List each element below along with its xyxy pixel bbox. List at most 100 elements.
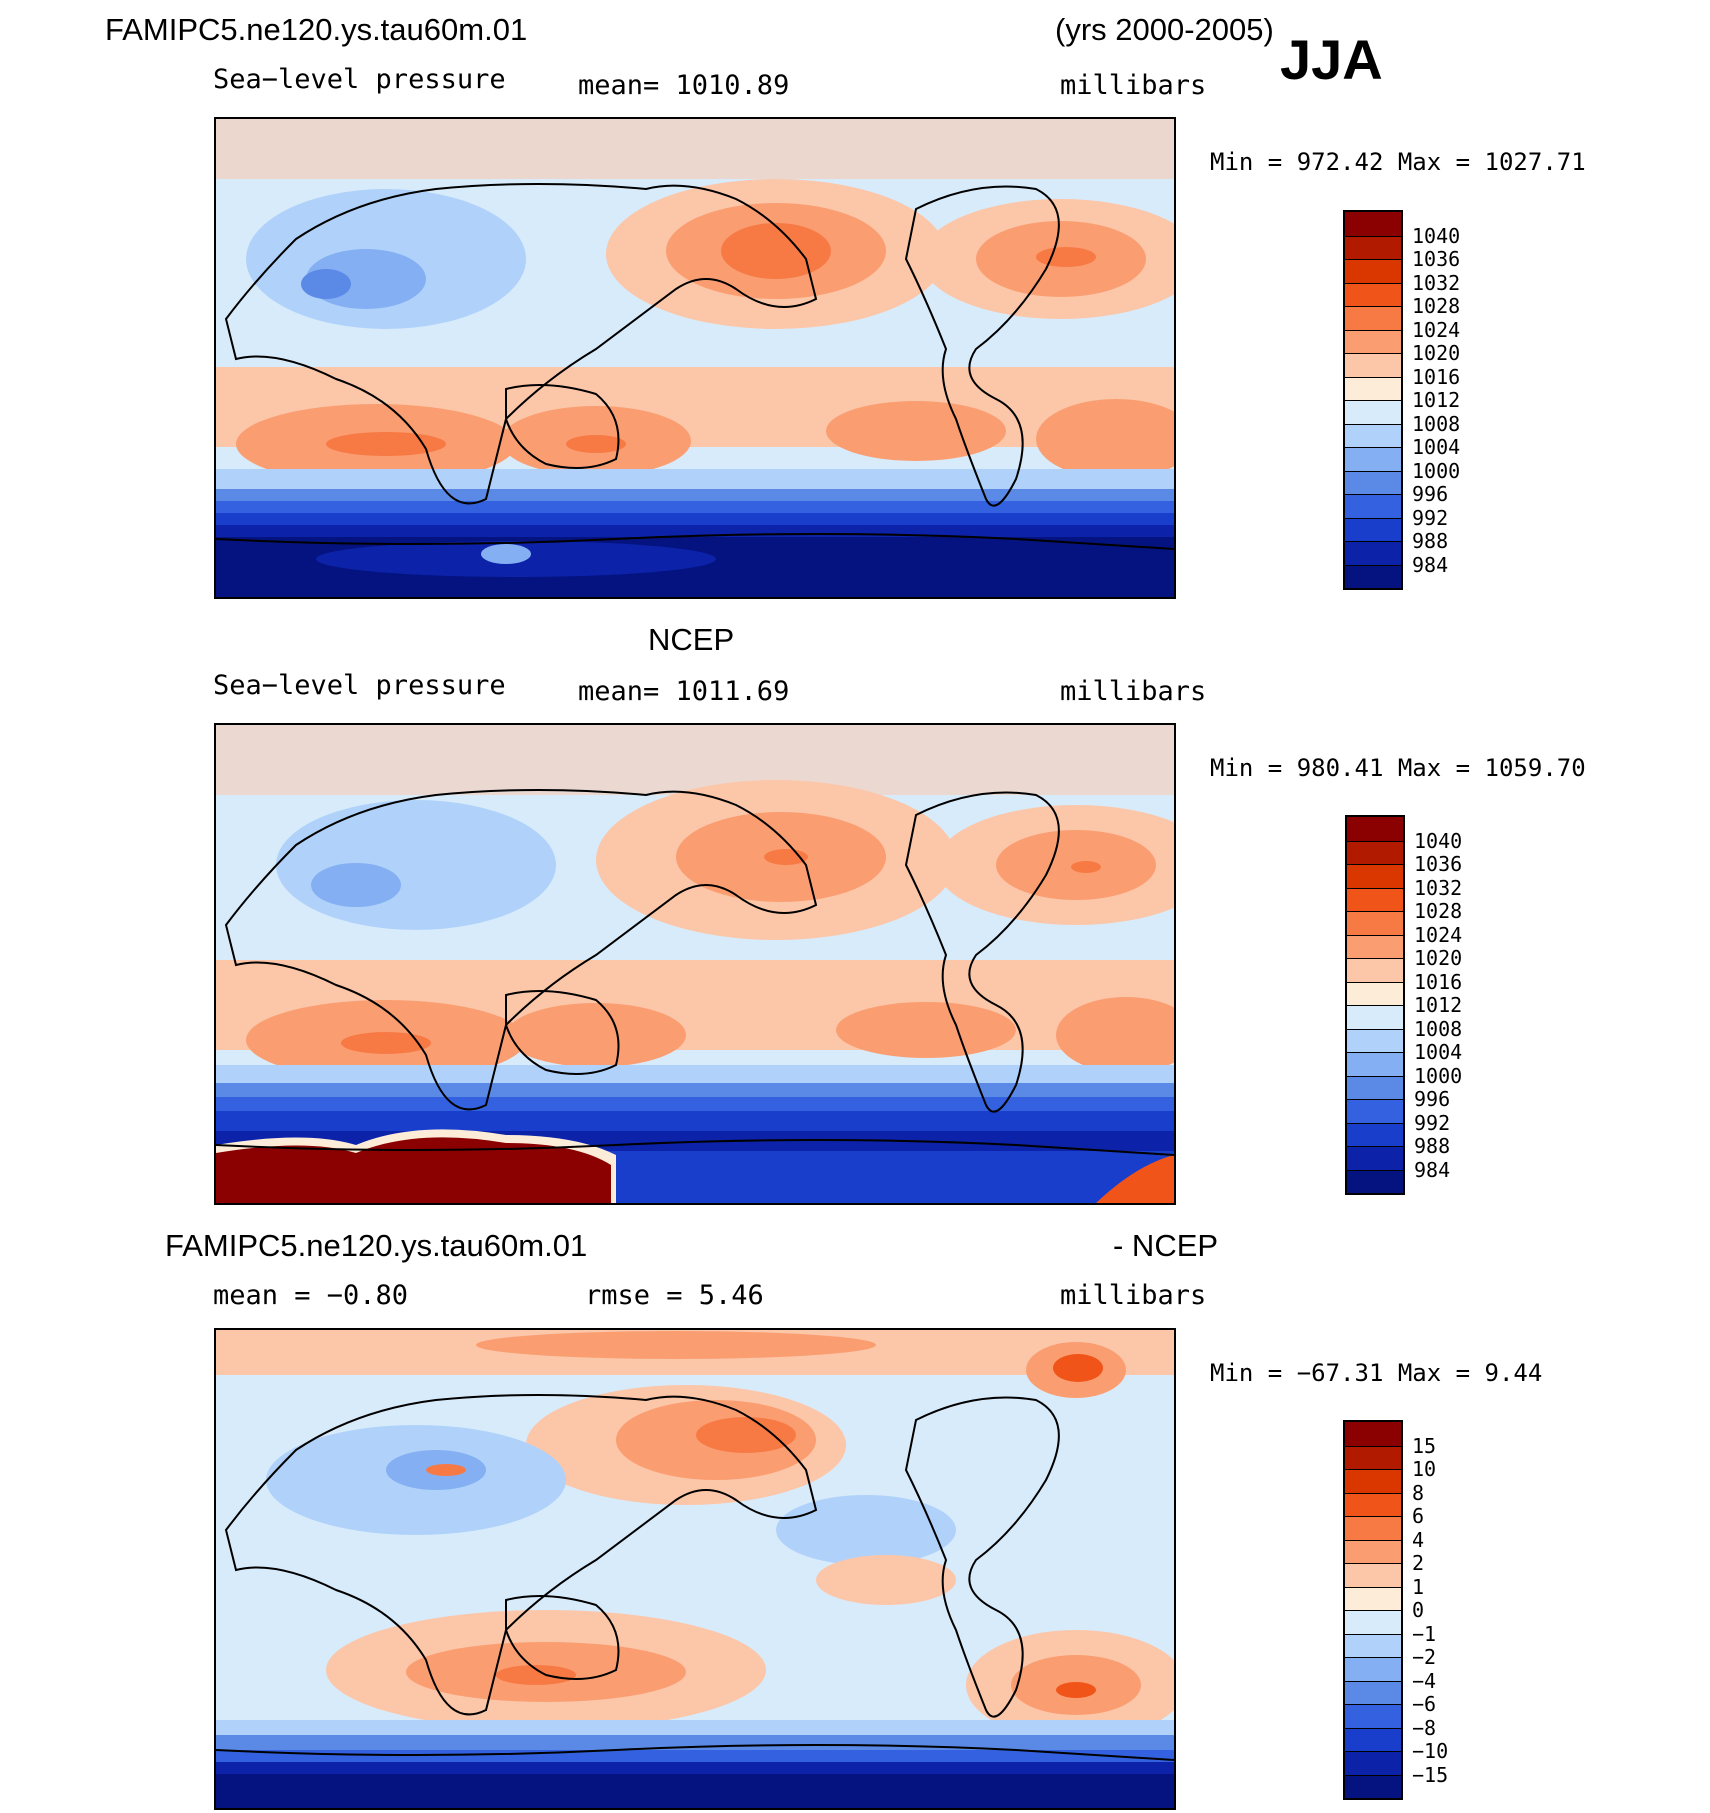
colorbar-swatch [1345, 306, 1401, 330]
colorbar-swatch [1345, 400, 1401, 424]
panel3-map [214, 1328, 1176, 1810]
colorbar-label: 1032 [1412, 270, 1461, 295]
colorbar-swatch [1347, 1028, 1403, 1052]
panel2-title: NCEP [648, 622, 735, 657]
colorbar-label: 1012 [1412, 388, 1461, 412]
panel2-variable: Sea−level pressure [213, 670, 506, 701]
colorbar-swatch [1345, 1727, 1401, 1751]
colorbar-label: −6 [1412, 1692, 1437, 1716]
colorbar-swatch [1345, 1586, 1401, 1610]
panel1-mean: mean= 1010.89 [578, 70, 790, 101]
panel3-mean: mean = −0.80 [213, 1280, 409, 1311]
colorbar-label: 1008 [1412, 411, 1461, 436]
colorbar-swatch [1347, 817, 1403, 841]
panel1-colorbar [1343, 210, 1403, 590]
colorbar-swatch [1347, 1122, 1403, 1146]
colorbar-label: 1 [1412, 1574, 1425, 1599]
colorbar-label: 1036 [1412, 247, 1461, 271]
colorbar-label: 15 [1412, 1433, 1437, 1458]
colorbar-swatch [1345, 259, 1401, 283]
panel3-colorbar [1343, 1420, 1403, 1800]
colorbar-label: −15 [1412, 1762, 1449, 1787]
colorbar-swatch [1345, 1680, 1401, 1704]
colorbar-swatch [1345, 1539, 1401, 1563]
colorbar-swatch [1345, 1492, 1401, 1516]
panel3-title-right: - NCEP [1113, 1228, 1219, 1263]
colorbar-swatch [1345, 235, 1401, 259]
colorbar-swatch [1347, 1169, 1403, 1193]
colorbar-swatch [1345, 494, 1401, 518]
colorbar-swatch [1345, 329, 1401, 353]
colorbar-swatch [1345, 1469, 1401, 1493]
colorbar-swatch [1347, 981, 1403, 1005]
colorbar-swatch [1345, 1657, 1401, 1681]
colorbar-label: 984 [1412, 552, 1449, 577]
panel3-units: millibars [1060, 1280, 1207, 1311]
colorbar-label: 996 [1412, 482, 1449, 506]
panel2-minmax: Min = 980.41 Max = 1059.70 [1210, 754, 1586, 782]
panel3-rmse: rmse = 5.46 [585, 1280, 764, 1311]
colorbar-swatch [1347, 887, 1403, 911]
colorbar-label: 1020 [1412, 341, 1461, 365]
colorbar-swatch [1345, 1774, 1401, 1798]
colorbar-swatch [1345, 376, 1401, 400]
colorbar-swatch [1345, 1751, 1401, 1775]
case-title: FAMIPC5.ne120.ys.tau60m.01 [105, 12, 528, 47]
years-label: (yrs 2000-2005) [1055, 12, 1274, 47]
colorbar-swatch [1347, 934, 1403, 958]
colorbar-label: 1028 [1412, 294, 1461, 318]
colorbar-swatch [1347, 840, 1403, 864]
panel3-minmax: Min = −67.31 Max = 9.44 [1210, 1359, 1543, 1387]
colorbar-label: 6 [1412, 1504, 1425, 1528]
colorbar-label: 1000 [1412, 458, 1461, 483]
panel2-mean: mean= 1011.69 [578, 676, 790, 707]
colorbar-label: 8 [1412, 1480, 1425, 1505]
colorbar-label: 1004 [1414, 1040, 1463, 1064]
colorbar-swatch [1347, 1052, 1403, 1076]
colorbar-label: 992 [1414, 1110, 1451, 1135]
panel2-colorbar [1345, 815, 1405, 1195]
colorbar-swatch [1345, 1704, 1401, 1728]
colorbar-swatch [1347, 1099, 1403, 1123]
colorbar-label: 1028 [1414, 899, 1463, 923]
colorbar-label: 1036 [1414, 852, 1463, 876]
colorbar-label: 0 [1412, 1598, 1425, 1622]
colorbar-swatch [1347, 911, 1403, 935]
colorbar-swatch [1345, 212, 1401, 236]
colorbar-label: 1012 [1414, 993, 1463, 1017]
colorbar-swatch [1347, 958, 1403, 982]
colorbar-label: 992 [1412, 505, 1449, 530]
colorbar-label: 1040 [1414, 828, 1463, 853]
colorbar-label: 4 [1412, 1527, 1425, 1552]
colorbar-label: −4 [1412, 1668, 1437, 1693]
colorbar-label: −10 [1412, 1739, 1449, 1763]
colorbar-label: 1016 [1412, 364, 1461, 389]
colorbar-swatch [1345, 1516, 1401, 1540]
colorbar-label: −8 [1412, 1715, 1437, 1740]
colorbar-label: 1000 [1414, 1063, 1463, 1088]
colorbar-label: 988 [1412, 529, 1449, 553]
colorbar-label: 1016 [1414, 969, 1463, 994]
colorbar-label: 1004 [1412, 435, 1461, 459]
colorbar-label: 1024 [1412, 317, 1461, 342]
colorbar-label: 1032 [1414, 875, 1463, 900]
colorbar-label: 1024 [1414, 922, 1463, 947]
colorbar-swatch [1347, 1146, 1403, 1170]
colorbar-swatch [1347, 1005, 1403, 1029]
colorbar-label: 1008 [1414, 1016, 1463, 1041]
panel1-units: millibars [1060, 70, 1207, 101]
colorbar-label: −2 [1412, 1645, 1437, 1669]
colorbar-swatch [1345, 1563, 1401, 1587]
colorbar-swatch [1345, 517, 1401, 541]
colorbar-swatch [1345, 541, 1401, 565]
colorbar-label: 1040 [1412, 223, 1461, 248]
panel3-title-left: FAMIPC5.ne120.ys.tau60m.01 [165, 1228, 588, 1263]
colorbar-label: 2 [1412, 1551, 1425, 1575]
colorbar-swatch [1345, 470, 1401, 494]
colorbar-swatch [1345, 564, 1401, 588]
panel1-variable: Sea−level pressure [213, 64, 506, 95]
colorbar-label: 988 [1414, 1134, 1451, 1158]
panel2-map [214, 723, 1176, 1205]
colorbar-swatch [1345, 1610, 1401, 1634]
colorbar-label: 996 [1414, 1087, 1451, 1111]
